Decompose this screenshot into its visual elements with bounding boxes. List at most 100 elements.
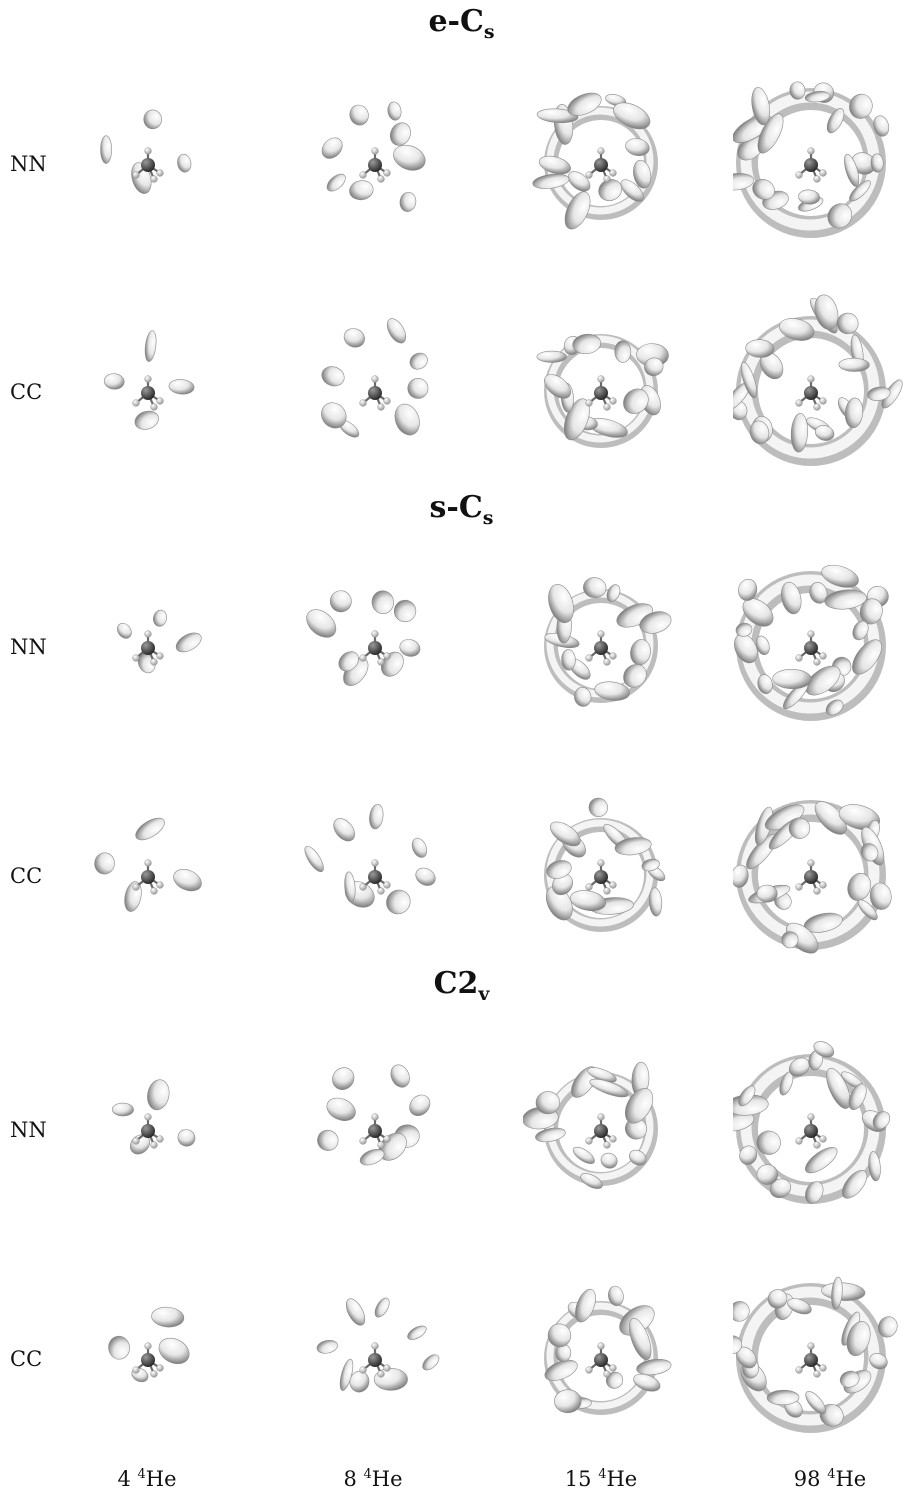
helium-density-blob bbox=[809, 582, 828, 604]
section-title-main: s-C bbox=[429, 490, 483, 525]
helium-density-blob bbox=[613, 102, 651, 130]
carbon-atom bbox=[368, 641, 382, 655]
helium-density-blob bbox=[332, 1067, 355, 1090]
carbon-atom bbox=[368, 1353, 382, 1367]
hydrogen-atom bbox=[359, 1366, 367, 1374]
helium-density-blob bbox=[168, 379, 195, 395]
helium-density-blob bbox=[588, 797, 608, 818]
isosurface-image bbox=[321, 101, 426, 212]
helium-density-blob bbox=[344, 871, 356, 903]
helium-density-blob bbox=[568, 171, 591, 192]
hydrogen-atom bbox=[819, 881, 827, 889]
helium-density-blob bbox=[306, 609, 337, 638]
helium-density-blob bbox=[600, 1152, 618, 1169]
hydrogen-atom bbox=[132, 654, 140, 662]
helium-density-blob bbox=[535, 1091, 561, 1115]
helium-density-blob bbox=[772, 669, 812, 689]
helium-density-blob bbox=[338, 651, 359, 672]
helium-density-render bbox=[70, 293, 260, 483]
helium-density-blob bbox=[814, 294, 839, 330]
hydrogen-atom bbox=[819, 652, 827, 660]
helium-density-blob bbox=[575, 1288, 596, 1323]
helium-density-blob bbox=[108, 1335, 130, 1360]
helium-density-render bbox=[523, 1260, 713, 1450]
carbon-atom bbox=[804, 386, 818, 400]
hydrogen-atom bbox=[377, 175, 385, 183]
column-label-isotope: 4 bbox=[137, 1467, 146, 1482]
helium-density-blob bbox=[781, 931, 799, 949]
helium-density-blob bbox=[343, 328, 365, 348]
helium-density-blob bbox=[767, 1289, 788, 1309]
helium-density-blob bbox=[177, 153, 192, 173]
helium-density-blob bbox=[836, 312, 859, 335]
helium-density-blob bbox=[798, 189, 820, 205]
hydrogen-atom bbox=[585, 171, 593, 179]
helium-density-blob bbox=[877, 1316, 898, 1338]
helium-density-blob bbox=[648, 887, 663, 917]
helium-density-blob bbox=[790, 413, 809, 453]
helium-density-blob bbox=[852, 620, 869, 641]
helium-density-blob bbox=[545, 885, 573, 921]
hydrogen-atom bbox=[156, 881, 164, 889]
helium-density-blob bbox=[752, 178, 775, 200]
helium-density-blob bbox=[371, 590, 394, 614]
row-label-cc: CC bbox=[10, 380, 43, 404]
isosurface-image bbox=[544, 797, 666, 932]
hydrogen-atom bbox=[144, 375, 152, 383]
helium-density-blob bbox=[349, 180, 374, 201]
hydrogen-atom bbox=[371, 375, 379, 383]
helium-density-render bbox=[70, 1260, 260, 1450]
isosurface-image bbox=[733, 294, 903, 466]
hydrogen-atom bbox=[813, 887, 821, 895]
helium-density-blob bbox=[844, 153, 860, 187]
hydrogen-atom bbox=[585, 883, 593, 891]
isosurface-image bbox=[306, 590, 421, 687]
hydrogen-atom bbox=[377, 887, 385, 895]
helium-density-blob bbox=[735, 622, 753, 637]
carbon-atom bbox=[594, 1353, 608, 1367]
helium-density-blob bbox=[536, 108, 579, 124]
helium-density-blob bbox=[409, 1094, 431, 1117]
helium-density-blob bbox=[633, 159, 652, 189]
helium-density-blob bbox=[805, 665, 841, 696]
helium-density-render bbox=[523, 293, 713, 483]
helium-density-blob bbox=[390, 1064, 410, 1088]
hydrogen-atom bbox=[795, 883, 803, 891]
helium-density-render bbox=[733, 548, 923, 738]
helium-density-blob bbox=[788, 1057, 810, 1077]
helium-density-blob bbox=[848, 1083, 867, 1110]
helium-density-blob bbox=[394, 403, 420, 436]
helium-density-blob bbox=[369, 803, 384, 830]
helium-density-blob bbox=[636, 1358, 672, 1376]
isosurface-image bbox=[304, 803, 436, 915]
hydrogen-atom bbox=[144, 859, 152, 867]
helium-density-blob bbox=[546, 860, 572, 879]
helium-density-blob bbox=[869, 1352, 888, 1370]
helium-density-blob bbox=[538, 155, 571, 175]
helium-density-blob bbox=[738, 578, 758, 601]
hydrogen-atom bbox=[807, 1113, 815, 1121]
isosurface-image bbox=[523, 1061, 658, 1189]
hydrogen-atom bbox=[371, 1113, 379, 1121]
helium-density-blob bbox=[561, 649, 576, 671]
hydrogen-atom bbox=[819, 169, 827, 177]
helium-density-blob bbox=[846, 1321, 871, 1357]
column-label: 15 4He bbox=[521, 1463, 681, 1489]
carbon-atom bbox=[141, 386, 155, 400]
hydrogen-atom bbox=[819, 1135, 827, 1143]
hydrogen-atom bbox=[144, 1342, 152, 1350]
hydrogen-atom bbox=[597, 1342, 605, 1350]
helium-density-blob bbox=[407, 378, 429, 399]
hydrogen-atom bbox=[819, 397, 827, 405]
helium-density-blob bbox=[827, 203, 853, 229]
isosurface-image bbox=[536, 333, 669, 448]
helium-density-blob bbox=[805, 1181, 824, 1204]
helium-density-render bbox=[70, 548, 260, 738]
hydrogen-atom bbox=[383, 1135, 391, 1143]
carbon-atom bbox=[368, 386, 382, 400]
hydrogen-atom bbox=[585, 399, 593, 407]
helium-density-blob bbox=[623, 664, 647, 688]
helium-density-blob bbox=[173, 869, 202, 892]
helium-density-blob bbox=[407, 1325, 427, 1340]
section-title-s-cs: s-Cs bbox=[0, 490, 923, 529]
